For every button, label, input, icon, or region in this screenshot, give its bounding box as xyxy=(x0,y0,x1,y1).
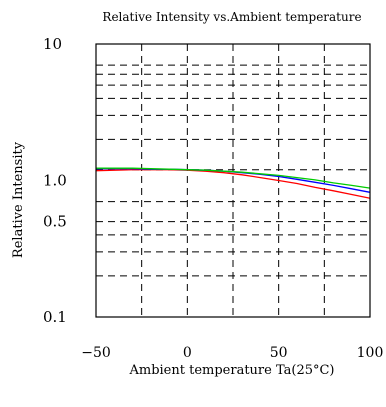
y-tick-label: 10 xyxy=(43,35,62,53)
y-tick-label: 0.5 xyxy=(43,213,67,231)
x-tick-label: 100 xyxy=(357,345,384,361)
x-tick-label: 0 xyxy=(183,345,192,361)
series-lines xyxy=(95,167,371,199)
series-line-1 xyxy=(95,169,371,199)
x-tick-label: −50 xyxy=(81,345,111,361)
y-tick-label: 1.0 xyxy=(43,172,67,190)
x-tick-label: 50 xyxy=(270,345,288,361)
chart-title: Relative Intensity vs.Ambient temperatur… xyxy=(102,10,361,24)
tick-labels: −50 0 50 100 10 1.0 0.5 0.1 xyxy=(43,35,383,361)
grid xyxy=(96,44,370,317)
x-axis-label: Ambient temperature Ta(25°C) xyxy=(128,363,334,378)
series-line-3 xyxy=(96,167,371,189)
plot-frame xyxy=(95,43,371,318)
y-axis-label: Relative Intensity xyxy=(11,141,26,258)
y-tick-label: 0.1 xyxy=(43,308,67,326)
